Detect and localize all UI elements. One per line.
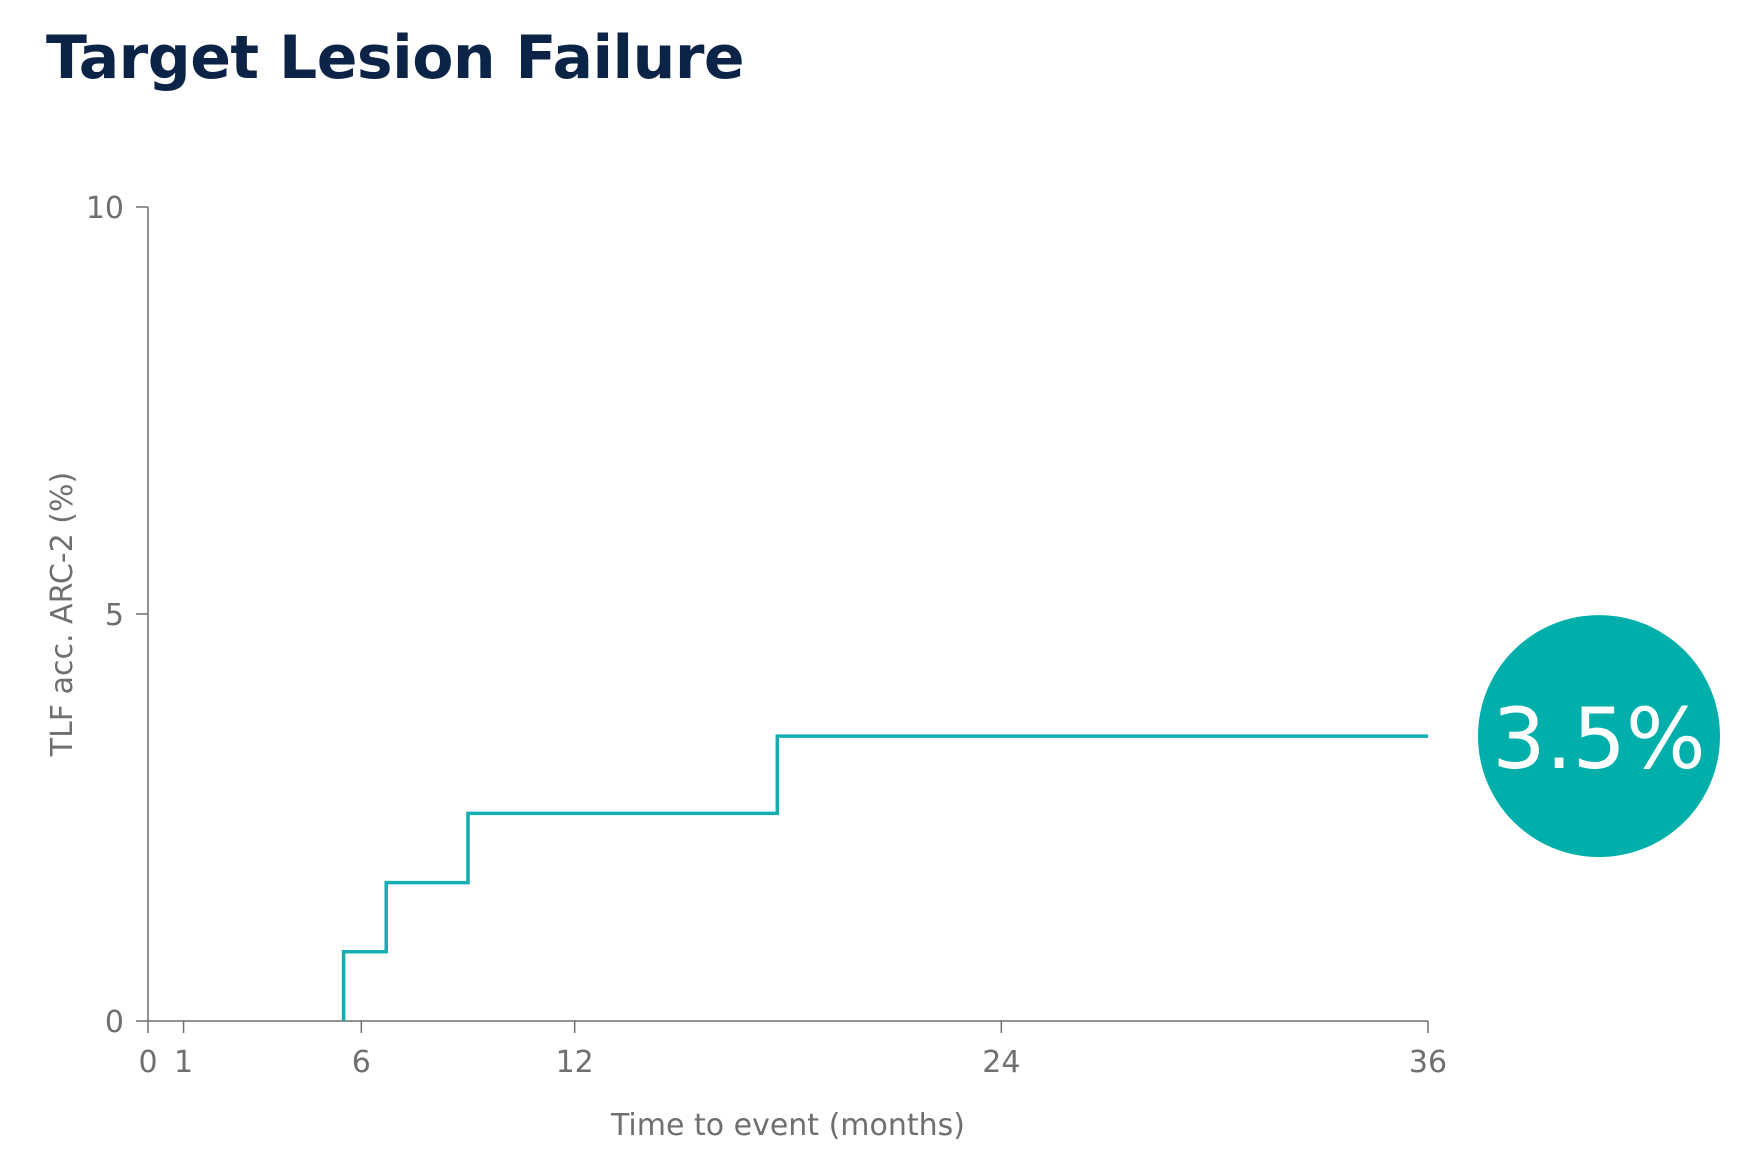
- chart-title: Target Lesion Failure: [46, 23, 745, 93]
- x-tick-label: 12: [556, 1045, 594, 1080]
- chart-series: [341, 734, 1428, 1021]
- series-line: [341, 734, 1428, 1021]
- y-tick-label: 0: [105, 1005, 124, 1040]
- y-tick-label: 5: [105, 598, 124, 633]
- x-axis-label: Time to event (months): [610, 1108, 965, 1143]
- value-badge: 3.5%: [1478, 615, 1720, 858]
- x-tick-label: 36: [1409, 1045, 1447, 1080]
- x-tick-label: 1: [174, 1045, 193, 1080]
- y-tick-label: 10: [86, 191, 124, 226]
- y-axis-label: TLF acc. ARC-2 (%): [45, 472, 80, 757]
- x-tick-label: 6: [352, 1045, 371, 1080]
- x-tick-label: 0: [138, 1045, 157, 1080]
- x-tick-label: 24: [982, 1045, 1020, 1080]
- value-badge-circle: [1478, 615, 1720, 858]
- chart-axes: [147, 207, 1428, 1022]
- value-badge-text: 3.5%: [1492, 690, 1705, 788]
